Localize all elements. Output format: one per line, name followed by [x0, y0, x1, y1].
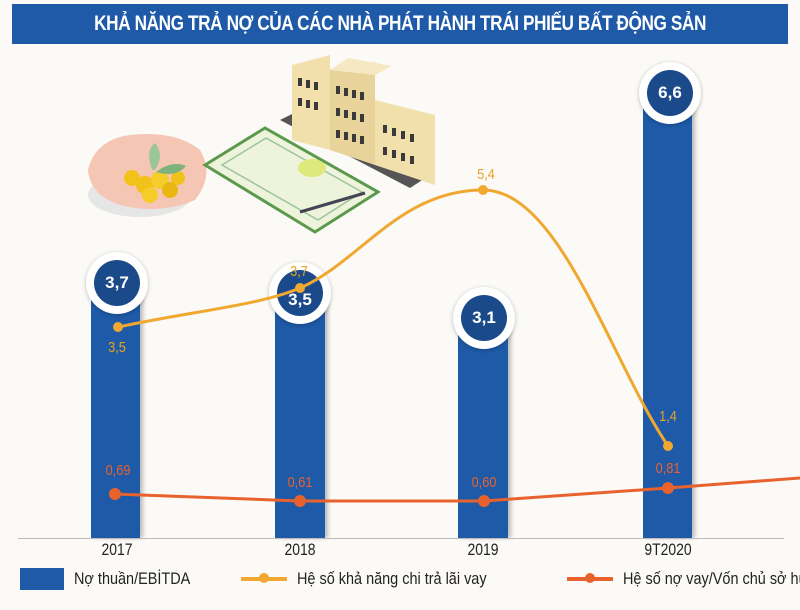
chart-title: KHẢ NĂNG TRẢ NỢ CỦA CÁC NHÀ PHÁT HÀNH TR…	[94, 12, 706, 35]
debt-label-2019: 0,60	[471, 474, 497, 491]
bar-swatch-icon	[20, 568, 64, 590]
interest-label-9t2020: 1,4	[659, 408, 677, 425]
interest-label-2019: 5,4	[477, 166, 495, 183]
legend-item-bar: Nợ thuần/EBİTDA	[20, 568, 215, 590]
x-axis-line	[18, 538, 784, 539]
debt-label-2018: 0,61	[287, 474, 313, 491]
interest-label-2017: 3,5	[108, 339, 126, 356]
hand-coins-icon	[88, 134, 207, 217]
bar-value-bubble-2019: 3,1	[453, 287, 515, 349]
debt-label-2017: 0,69	[105, 462, 131, 479]
bar-2018	[275, 300, 325, 538]
bar-value-bubble-2017: 3,7	[86, 252, 148, 314]
interest-line-swatch-icon	[241, 573, 287, 583]
x-tick-2018: 2018	[284, 540, 316, 559]
bar-2019	[458, 325, 508, 538]
debt-line-swatch-icon	[567, 573, 613, 583]
chart-title-banner: KHẢ NĂNG TRẢ NỢ CỦA CÁC NHÀ PHÁT HÀNH TR…	[12, 4, 788, 44]
legend: Nợ thuần/EBİTDA Hệ số khả năng chi trả l…	[20, 568, 800, 590]
bar-2017	[91, 290, 140, 538]
x-tick-2019: 2019	[467, 540, 499, 559]
bar-value-bubble-9t2020: 6,6	[639, 62, 701, 124]
legend-item-interest: Hệ số khả năng chi trả lãi vay	[241, 569, 541, 589]
interest-label-2018: 3,7	[290, 263, 308, 280]
x-tick-9t2020: 9T2020	[644, 540, 692, 559]
x-tick-2017: 2017	[101, 540, 133, 559]
building-icon	[280, 55, 435, 188]
debt-label-9t2020: 0,81	[655, 460, 681, 477]
legend-item-debt: Hệ số nợ vay/Vốn chủ sở hữu	[567, 569, 800, 589]
